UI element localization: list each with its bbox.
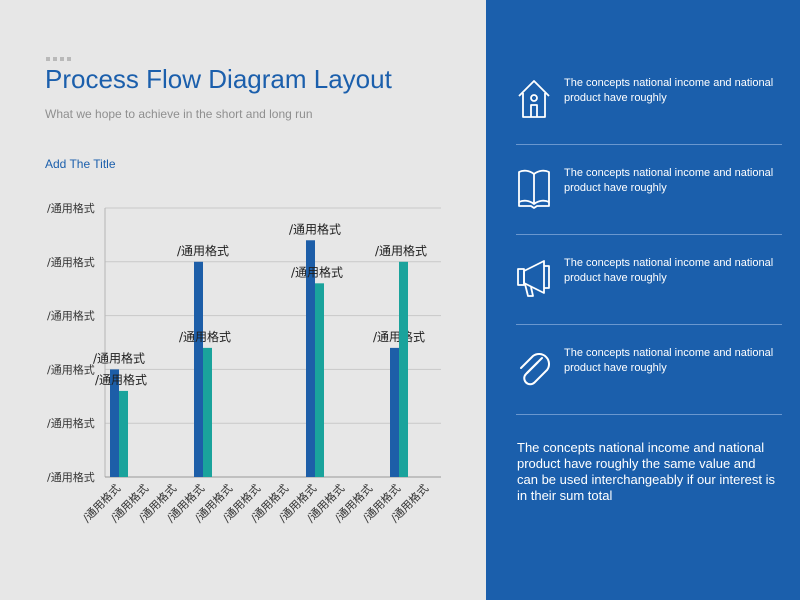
info-item-text: The concepts national income and nationa… — [564, 347, 774, 374]
paperclip-icon — [520, 353, 550, 386]
bar — [110, 369, 119, 477]
page-subtitle: What we hope to achieve in the short and… — [45, 107, 313, 121]
data-label: /通用格式 — [375, 243, 427, 258]
y-tick-label: /通用格式 — [47, 362, 95, 376]
info-item-text: The concepts national income and nationa… — [564, 167, 774, 194]
data-label: /通用格式 — [289, 221, 341, 236]
y-tick-label: /通用格式 — [47, 416, 95, 430]
house-icon — [518, 80, 550, 118]
divider — [516, 324, 782, 325]
data-label: /通用格式 — [95, 372, 147, 387]
info-panel: The concepts national income and nationa… — [486, 0, 800, 600]
y-tick-label: /通用格式 — [47, 470, 95, 484]
page-title: Process Flow Diagram Layout — [45, 64, 392, 94]
divider — [516, 234, 782, 235]
summary-text: The concepts national income and nationa… — [517, 440, 775, 503]
bar — [399, 261, 408, 477]
data-label: /通用格式 — [93, 350, 145, 365]
y-tick-label: /通用格式 — [47, 309, 95, 323]
content-panel: Process Flow Diagram Layout What we hope… — [45, 57, 441, 525]
bar — [119, 390, 128, 477]
book-icon — [518, 169, 550, 209]
bar-chart: /通用格式/通用格式/通用格式/通用格式/通用格式/通用格式/通用格式/通用格式… — [47, 201, 441, 525]
y-tick-label: /通用格式 — [47, 201, 95, 215]
data-label: /通用格式 — [177, 243, 229, 258]
bar — [390, 347, 399, 477]
bar — [203, 347, 212, 477]
data-label: /通用格式 — [291, 264, 343, 279]
decorative-dots — [46, 57, 71, 61]
megaphone-icon — [517, 260, 550, 297]
bar — [306, 240, 315, 477]
bar — [315, 283, 324, 477]
data-label: /通用格式 — [179, 329, 231, 344]
info-item-text: The concepts national income and nationa… — [564, 77, 774, 104]
divider — [516, 414, 782, 415]
divider — [516, 144, 782, 145]
bar — [194, 261, 203, 477]
info-item-text: The concepts national income and nationa… — [564, 257, 774, 284]
y-tick-label: /通用格式 — [47, 255, 95, 269]
chart-heading: Add The Title — [45, 157, 116, 171]
